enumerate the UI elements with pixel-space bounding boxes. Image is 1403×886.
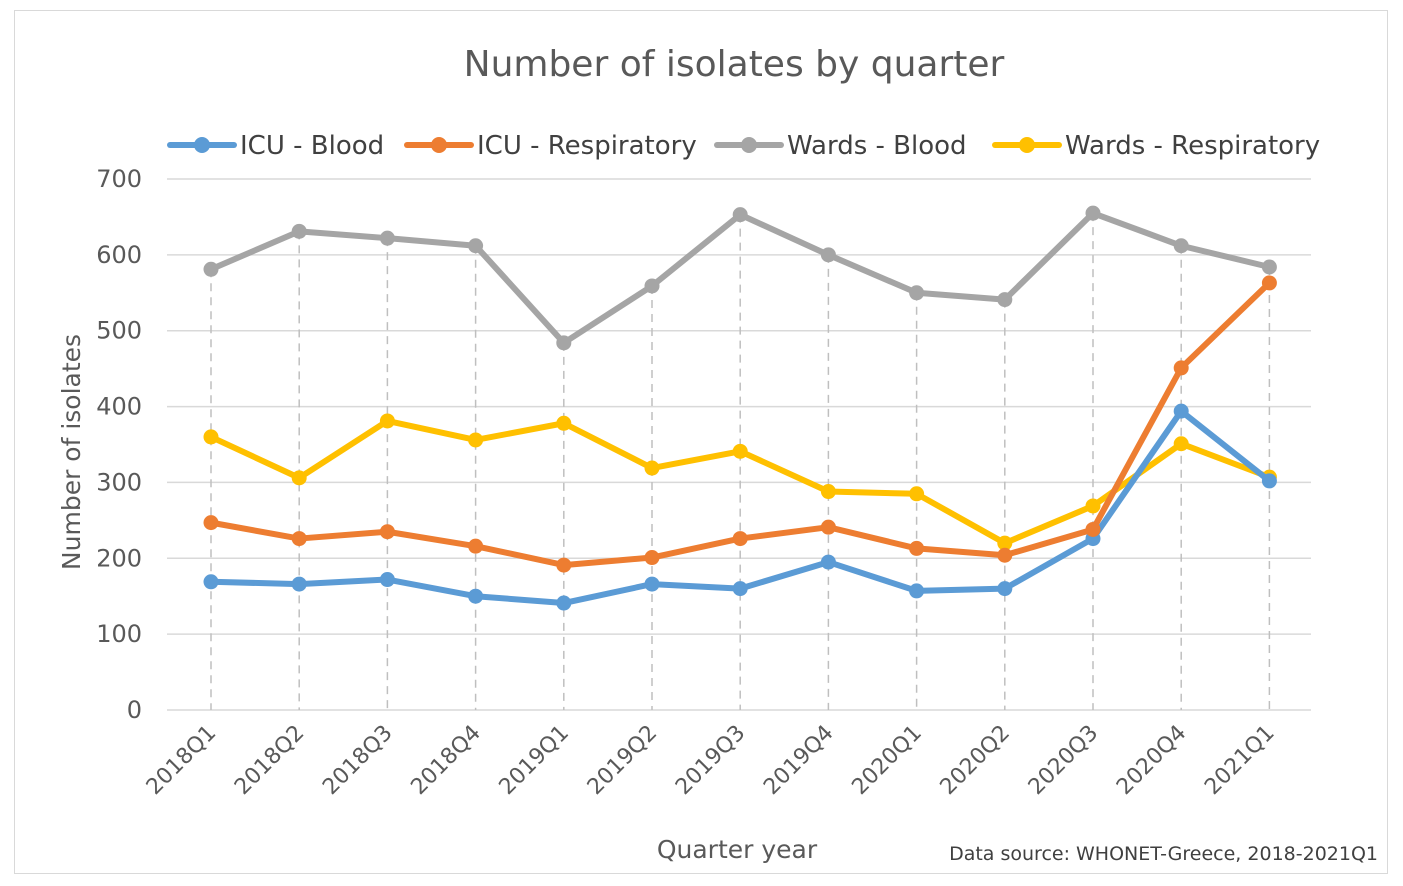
legend: ICU - Blood ICU - Respiratory Wards - Bloo… <box>167 131 1320 161</box>
legend-item-icu-blood: ICU - Blood <box>167 131 384 161</box>
data-point-icu-blood <box>909 583 925 599</box>
data-point-icu-respiratory <box>468 538 484 554</box>
y-axis-label: Number of isolates <box>57 334 86 570</box>
x-tick-label: 2018Q3 <box>318 721 397 800</box>
data-point-icu-respiratory <box>1173 360 1189 376</box>
data-point-icu-blood <box>820 554 836 570</box>
y-tick-label: 400 <box>96 393 142 421</box>
data-point-wards-blood <box>820 247 836 263</box>
x-tick-label: 2019Q2 <box>583 721 662 800</box>
data-point-wards-blood <box>291 223 307 239</box>
legend-swatch-marker <box>1019 137 1035 153</box>
data-point-icu-blood <box>732 581 748 597</box>
data-point-wards-blood <box>732 207 748 223</box>
data-point-wards-respiratory <box>732 443 748 459</box>
data-point-icu-respiratory <box>820 519 836 535</box>
y-tick-label: 0 <box>127 696 142 724</box>
series-layer <box>203 205 1277 611</box>
data-point-icu-respiratory <box>556 557 572 573</box>
data-point-icu-blood <box>644 576 660 592</box>
series-icu-respiratory <box>203 275 1277 573</box>
y-tick-label: 200 <box>96 544 142 572</box>
data-point-icu-respiratory <box>379 524 395 540</box>
data-point-icu-blood <box>468 588 484 604</box>
x-tick-label: 2021Q1 <box>1200 721 1279 800</box>
x-tick-label: 2018Q4 <box>406 721 485 800</box>
data-point-wards-blood <box>203 261 219 277</box>
data-point-wards-blood <box>1085 205 1101 221</box>
data-point-wards-respiratory <box>379 413 395 429</box>
data-point-wards-respiratory <box>556 415 572 431</box>
data-point-icu-respiratory <box>997 547 1013 563</box>
data-point-icu-respiratory <box>291 531 307 547</box>
chart-title: Number of isolates by quarter <box>464 44 1005 85</box>
x-tick-label: 2020Q4 <box>1112 721 1191 800</box>
data-point-icu-blood <box>1261 473 1277 489</box>
x-tick-label: 2020Q2 <box>936 721 1015 800</box>
series-wards-blood <box>203 205 1277 351</box>
legend-label: ICU - Respiratory <box>477 131 697 161</box>
data-point-icu-respiratory <box>203 515 219 531</box>
data-point-wards-blood <box>1173 238 1189 254</box>
legend-swatch-marker <box>431 137 447 153</box>
y-tick-label: 700 <box>96 165 142 193</box>
data-point-wards-respiratory <box>909 486 925 502</box>
legend-item-wards-respiratory: Wards - Respiratory <box>992 131 1320 161</box>
x-tick-label: 2018Q2 <box>230 721 309 800</box>
data-point-wards-respiratory <box>820 484 836 500</box>
data-point-wards-respiratory <box>291 470 307 486</box>
y-tick-label: 500 <box>96 317 142 345</box>
data-point-icu-blood <box>379 572 395 588</box>
x-tick-label: 2019Q4 <box>759 721 838 800</box>
data-point-icu-respiratory <box>644 550 660 566</box>
data-point-wards-respiratory <box>997 535 1013 551</box>
data-point-wards-respiratory <box>1173 436 1189 452</box>
legend-label: Wards - Blood <box>787 131 967 161</box>
y-tick-label: 300 <box>96 468 142 496</box>
x-tick-label: 2018Q1 <box>142 721 221 800</box>
drop-lines <box>210 213 1271 710</box>
data-point-wards-blood <box>997 292 1013 308</box>
x-tick-label: 2019Q3 <box>671 721 750 800</box>
legend-label: ICU - Blood <box>240 131 384 161</box>
data-point-wards-respiratory <box>203 429 219 445</box>
x-axis-ticks: 2018Q1 2018Q2 2018Q3 2018Q4 2019Q1 2019Q2 2019… <box>142 721 1280 800</box>
data-point-icu-respiratory <box>1085 521 1101 537</box>
data-point-wards-blood <box>379 230 395 246</box>
legend-swatch-marker <box>194 137 210 153</box>
x-tick-label: 2020Q3 <box>1024 721 1103 800</box>
data-point-wards-respiratory <box>644 460 660 476</box>
data-point-icu-respiratory <box>1261 275 1277 291</box>
data-point-wards-respiratory <box>468 432 484 448</box>
series-icu-blood <box>203 403 1277 611</box>
data-point-wards-blood <box>1261 259 1277 275</box>
legend-item-icu-respiratory: ICU - Respiratory <box>404 131 697 161</box>
data-point-icu-blood <box>997 581 1013 597</box>
legend-swatch-marker <box>741 137 757 153</box>
x-tick-label: 2020Q1 <box>847 721 926 800</box>
data-point-wards-respiratory <box>1085 498 1101 514</box>
data-point-icu-respiratory <box>909 540 925 556</box>
data-point-wards-blood <box>644 278 660 294</box>
series-wards-respiratory <box>203 413 1277 551</box>
y-tick-label: 600 <box>96 241 142 269</box>
x-tick-label: 2019Q1 <box>495 721 574 800</box>
data-source-note: Data source: WHONET-Greece, 2018-2021Q1 <box>949 843 1378 865</box>
legend-label: Wards - Respiratory <box>1065 131 1320 161</box>
data-point-icu-blood <box>1173 403 1189 419</box>
y-tick-label: 100 <box>96 620 142 648</box>
data-point-wards-blood <box>909 285 925 301</box>
y-axis-ticks: 0 100 200 300 400 500 600 700 <box>96 165 142 724</box>
data-point-icu-respiratory <box>732 531 748 547</box>
grid <box>167 178 1311 711</box>
data-point-wards-blood <box>468 238 484 254</box>
data-point-wards-blood <box>556 335 572 351</box>
legend-item-wards-blood: Wards - Blood <box>714 131 967 161</box>
data-point-icu-blood <box>556 595 572 611</box>
data-point-icu-blood <box>203 574 219 590</box>
x-axis-label: Quarter year <box>657 835 818 864</box>
data-point-icu-blood <box>291 576 307 592</box>
